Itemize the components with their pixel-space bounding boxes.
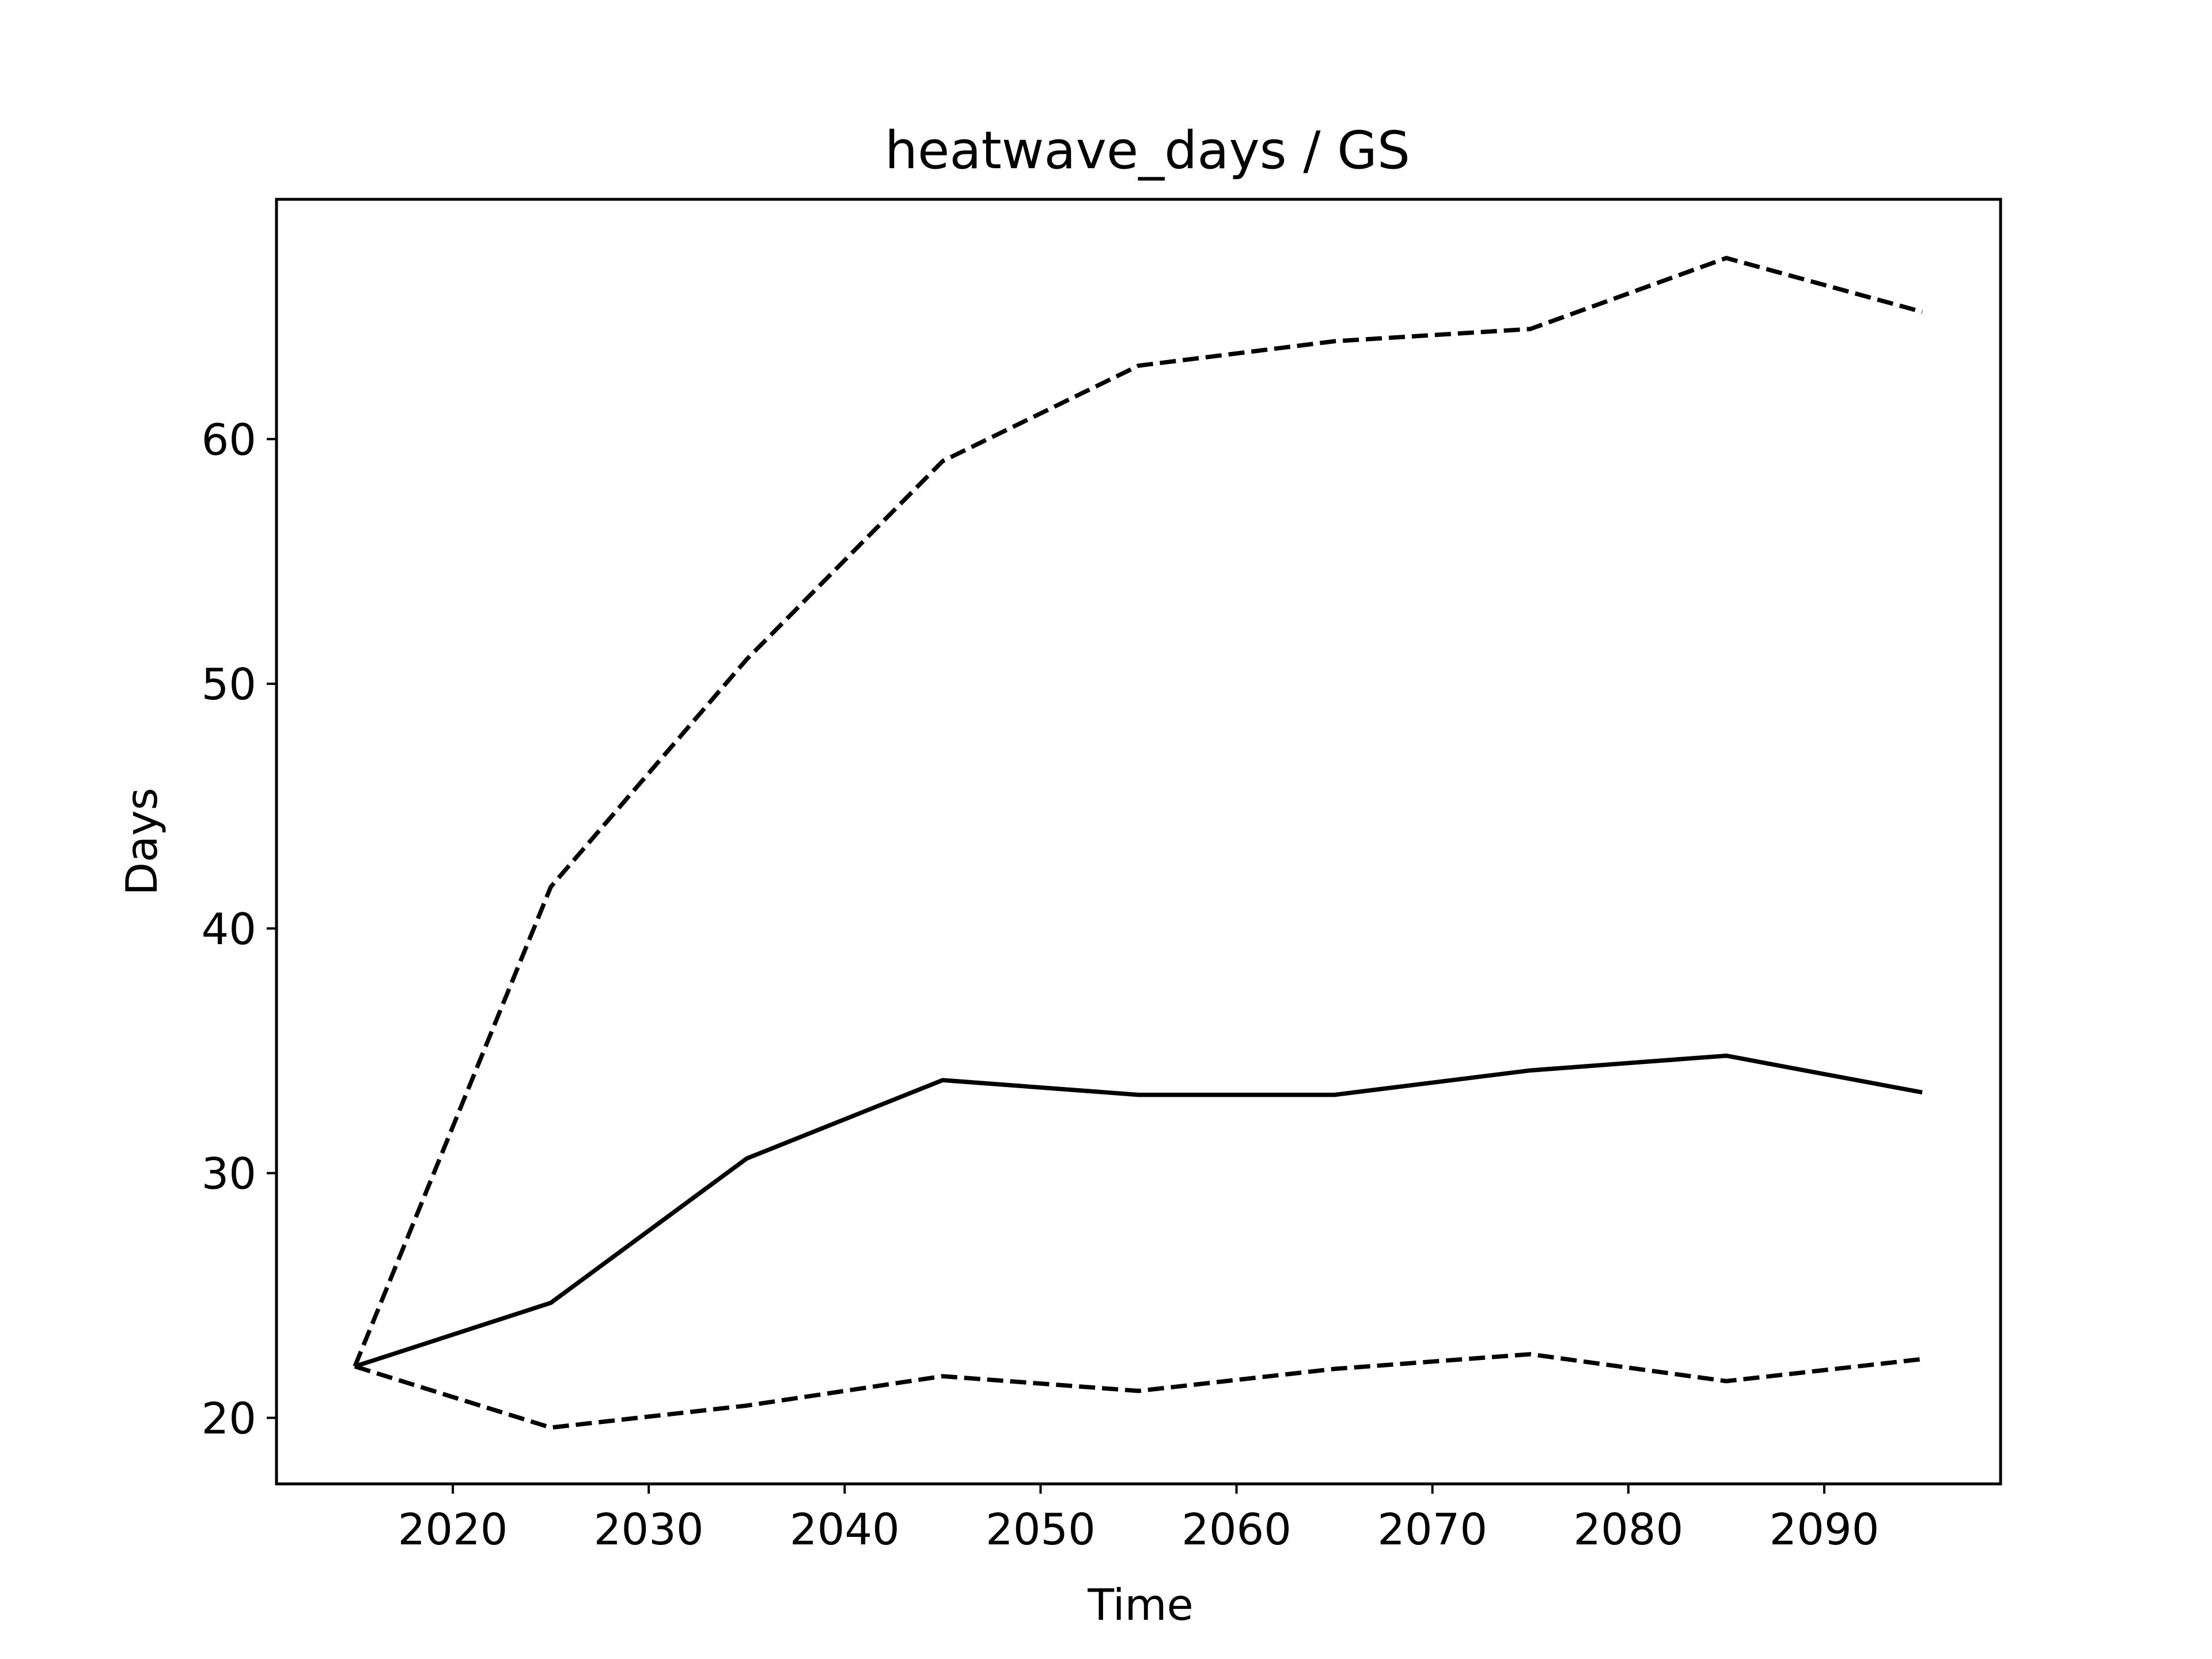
y-tick-label: 20 [202, 1393, 256, 1444]
chart-title: heatwave_days / GS [885, 120, 1410, 181]
y-axis-label: Days [116, 787, 167, 895]
x-tick-label: 2080 [1573, 1504, 1683, 1555]
x-tick-label: 2090 [1769, 1504, 1879, 1555]
x-axis: 2020 2030 2040 2050 2060 2070 2080 2090 [398, 1484, 1879, 1555]
x-tick-label: 2020 [398, 1504, 508, 1555]
x-axis-label: Time [1087, 1580, 1194, 1630]
series-line-1 [353, 256, 1923, 1368]
y-axis: 20 30 40 50 60 [202, 414, 276, 1444]
x-tick-label: 2060 [1181, 1504, 1291, 1555]
x-tick-label: 2040 [790, 1504, 900, 1555]
y-tick-label: 60 [202, 414, 256, 465]
x-tick-label: 2070 [1377, 1504, 1487, 1555]
series-line-3 [354, 1352, 1923, 1430]
series-layer [353, 256, 1923, 1430]
y-tick-label: 30 [202, 1149, 256, 1199]
y-tick-label: 40 [202, 904, 256, 955]
plot-frame [275, 198, 2002, 1486]
series-line-2 [354, 1053, 1923, 1369]
y-tick-label: 50 [202, 659, 256, 710]
x-tick-label: 2030 [594, 1504, 704, 1555]
x-tick-label: 2050 [986, 1504, 1096, 1555]
